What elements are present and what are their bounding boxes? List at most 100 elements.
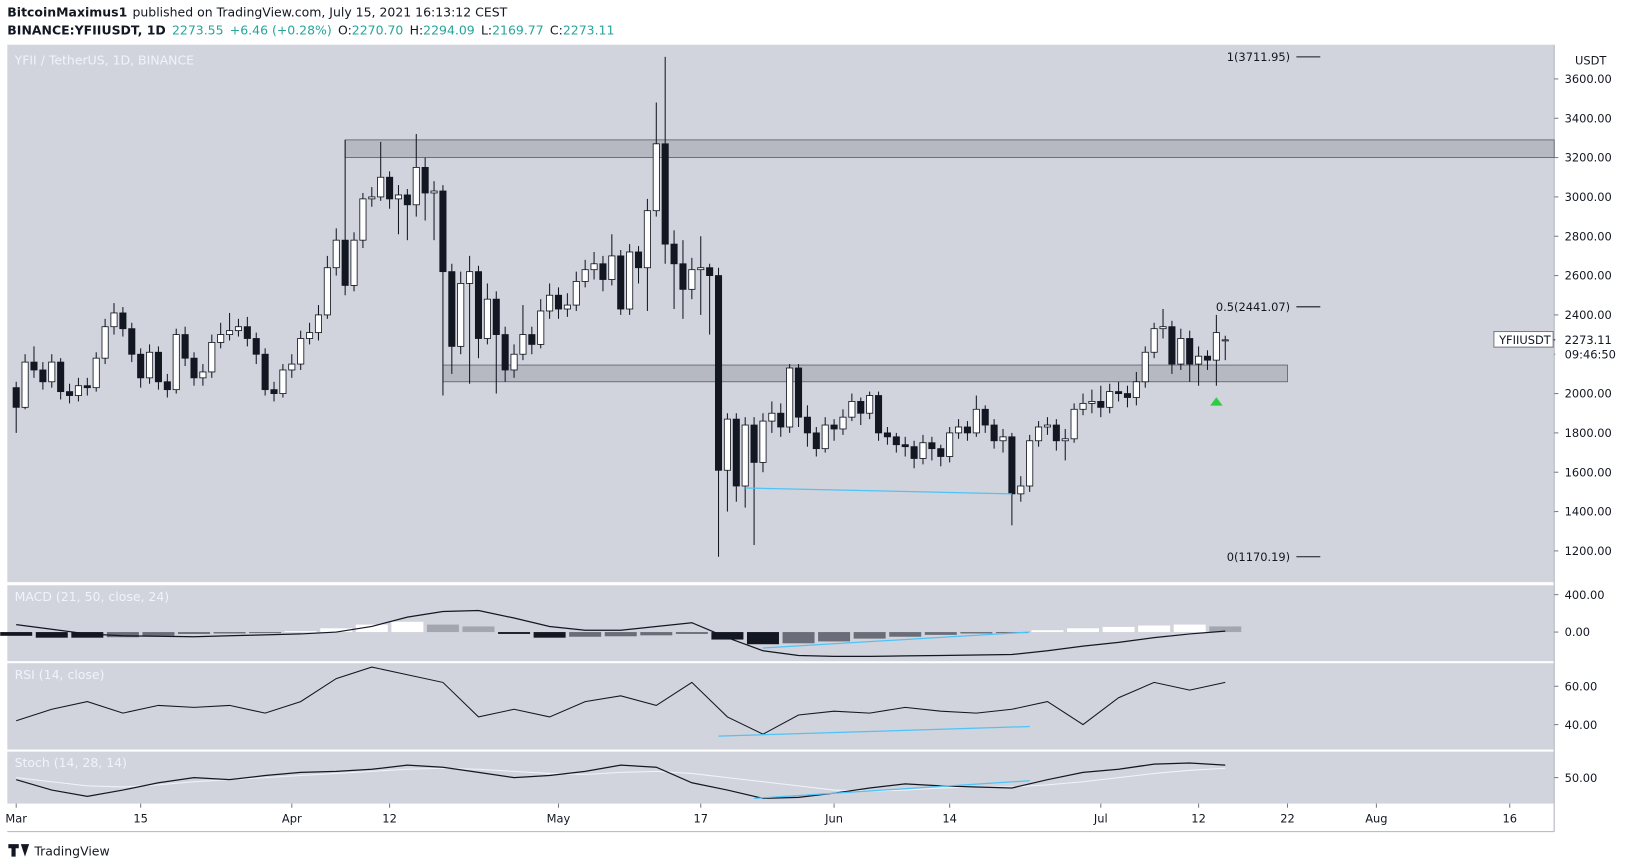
histogram-bar [1102,626,1135,633]
candle-body [74,385,82,396]
candle-body [466,271,474,284]
x-tick-label: 15 [133,811,148,825]
candle-body [119,312,127,330]
candle-body [955,426,963,434]
chart-title: YFII / TetherUS, 1D, BINANCE [14,52,195,67]
last: 2273.55 [172,22,224,37]
candle-body [510,353,518,371]
candle-body [243,326,251,339]
candle-body [137,353,145,379]
y-tick-label: 3600.00 [1565,72,1612,86]
candle-body [821,424,829,450]
stoch-k-line [16,762,1226,800]
candle-body [706,267,714,276]
candle-body [892,436,900,446]
candle-body [759,420,767,463]
candle-body [1008,436,1016,495]
histogram-bar [746,632,779,645]
histogram-bar [1067,628,1100,633]
candle-body [812,432,820,450]
ohlc-key: L: [481,22,492,37]
histogram-bar [782,632,815,644]
candle-body [1052,424,1060,442]
indicator-title: RSI (14, close) [15,667,105,682]
indicator-panel [7,585,1555,662]
histogram-bar [889,632,922,637]
y-axis-label: USDT [1575,53,1607,67]
x-tick-label: Aug [1365,811,1387,825]
candle-body [492,298,500,335]
trendline [745,487,1012,495]
candle-body [368,196,376,200]
candle-body [875,395,883,434]
candle-body [1115,391,1123,394]
candle-body [1017,485,1025,495]
candle-body [350,239,358,286]
indicator-panel [7,663,1555,750]
y-tick-label: 2600.00 [1565,269,1612,283]
y-tick-label: 50.00 [1565,771,1598,785]
signal-marker [1210,397,1223,406]
candle-body [279,369,287,394]
candle-body [937,448,945,457]
candle-body [457,283,465,347]
candle-body [928,442,936,450]
candle-body [83,385,91,389]
candle-body [1043,424,1051,428]
candle-body [1070,408,1078,440]
histogram-bar [960,632,993,634]
candle-body [581,269,589,282]
ohlc-value: 2169.77 [492,22,544,37]
x-tick-label: 12 [1191,811,1206,825]
candle-body [1168,326,1176,365]
fib-label: 1(3711.95) [1227,50,1290,64]
trendline [754,780,1030,800]
x-tick-label: 12 [382,811,397,825]
candle-body [999,436,1007,442]
x-tick-label: 16 [1502,811,1517,825]
candle-body [1141,351,1149,383]
candle-body [946,432,954,457]
candle-body [768,412,776,422]
histogram-bar [355,624,388,633]
published: published on TradingView.com, July 15, 2… [132,5,507,20]
candle-body [670,243,678,265]
histogram-bar [426,624,459,633]
y-tick-label: 1200.00 [1565,544,1612,558]
countdown: 09:46:50 [1565,348,1616,362]
candle-body [688,269,696,290]
candle-body [777,412,785,428]
x-tick-label: Jul [1093,811,1108,825]
candle-body [110,312,118,328]
candle-body [30,361,38,371]
candle-body [341,239,349,286]
candle-body [741,424,749,487]
x-tick-label: Mar [5,811,27,825]
candle-body [288,363,296,371]
author[interactable]: BitcoinMaximus1 [7,5,127,20]
candle-body [919,442,927,459]
candle-body [519,334,527,355]
candle-body [652,143,660,212]
candle-body [883,432,891,438]
candle-body [306,332,314,339]
footer-logo[interactable]: TradingView [8,844,110,859]
candle-body [643,210,651,269]
candle-body [679,263,687,290]
candle-body [608,255,616,280]
candle-body [1212,332,1220,361]
y-tick-label: 3200.00 [1565,151,1612,165]
y-tick-label: 40.00 [1565,718,1598,732]
histogram-bar [818,632,851,642]
stoch-d-line [16,767,1226,792]
y-tick-label: 1600.00 [1565,465,1612,479]
y-tick-label: 2000.00 [1565,387,1612,401]
candle-body [546,294,554,312]
x-tick-label: May [547,811,571,825]
y-tick-label: 3000.00 [1565,190,1612,204]
x-tick-label: Jun [824,811,843,825]
candle-body [554,294,563,310]
candle-body [963,426,971,434]
candle-body [146,351,154,379]
candle-body [572,281,580,306]
